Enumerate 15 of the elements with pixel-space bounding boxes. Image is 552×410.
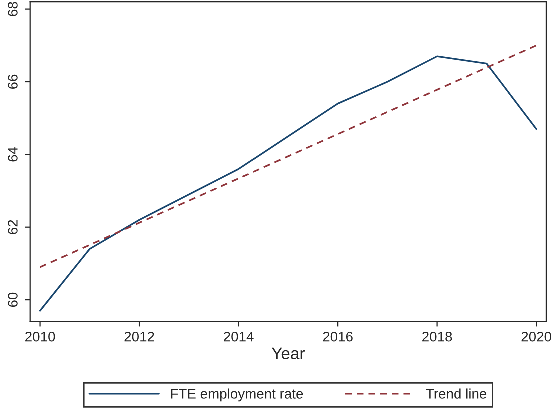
x-tick-label: 2020 [522,332,552,342]
y-tick-label: 66 [8,74,18,90]
legend-label: FTE employment rate [171,388,304,402]
x-axis-title: Year [272,348,305,360]
x-tick-label: 2012 [124,332,154,342]
x-tick-label: 2018 [422,332,452,342]
x-tick-label: 2010 [26,332,56,342]
y-tick-label: 64 [8,147,18,162]
y-tick-label: 60 [8,292,18,308]
x-tick-label: 2016 [323,332,353,342]
line-series [39,56,538,312]
y-tick-label: 62 [8,220,18,234]
x-tick-label: 2014 [224,332,254,342]
legend-label: Trend line [426,388,487,399]
y-tick-label: 68 [8,2,18,16]
